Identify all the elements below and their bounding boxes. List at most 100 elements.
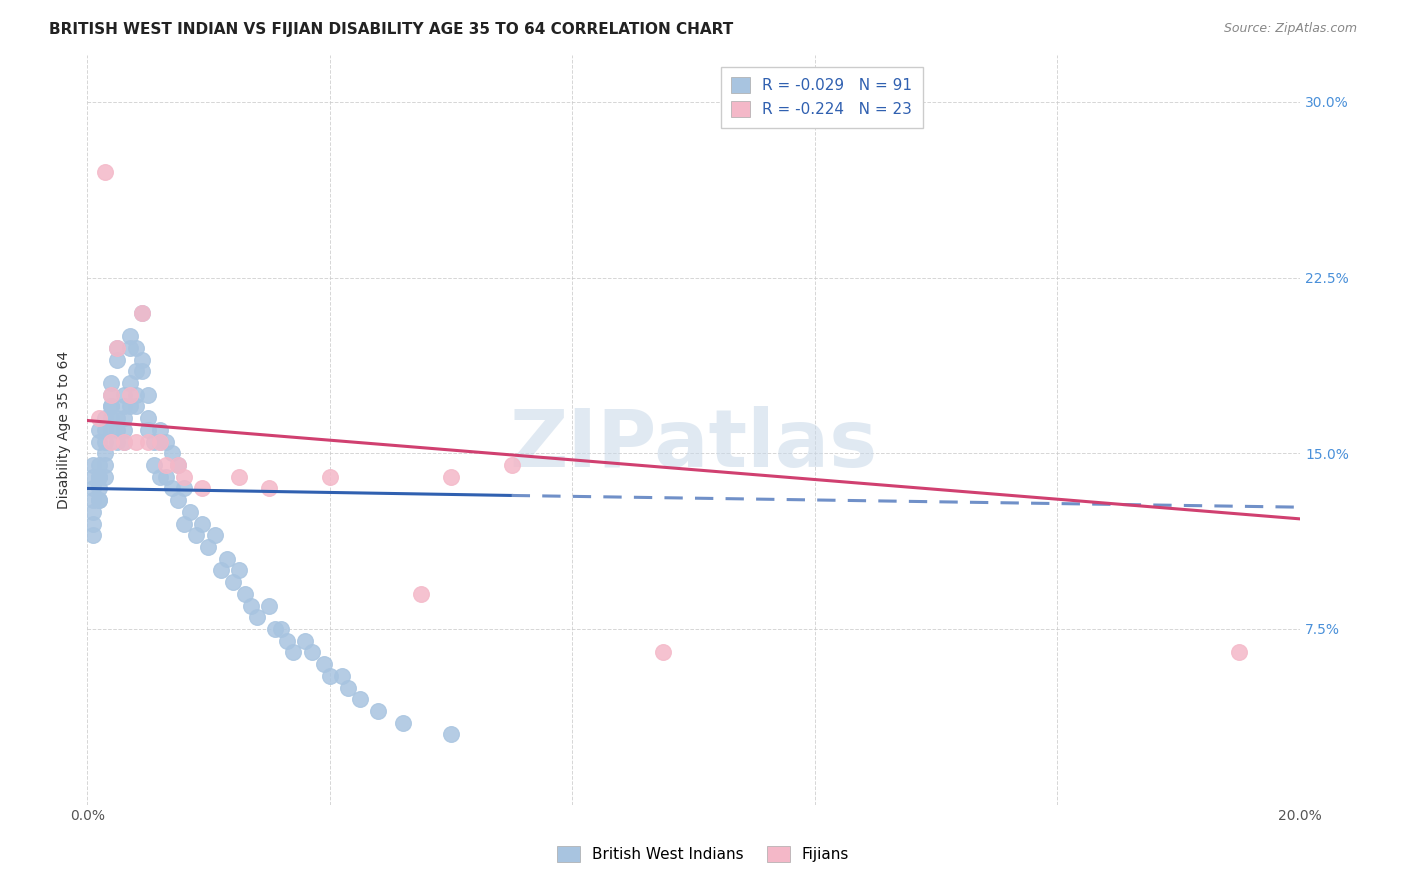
Point: [160, 446, 183, 460]
Point: [89, 493, 111, 508]
Point: [118, 329, 141, 343]
Point: [82, 469, 104, 483]
Point: [155, 434, 177, 449]
Point: [118, 376, 141, 390]
Point: [89, 423, 111, 437]
Point: [118, 388, 141, 402]
Point: [391, 715, 413, 730]
Point: [160, 482, 183, 496]
Point: [155, 458, 177, 472]
Point: [94, 434, 117, 449]
Point: [136, 434, 159, 449]
Point: [107, 352, 129, 367]
Point: [283, 645, 305, 659]
Point: [124, 400, 146, 414]
Point: [107, 341, 129, 355]
Point: [124, 388, 146, 402]
Point: [276, 633, 298, 648]
Point: [228, 469, 250, 483]
Point: [89, 458, 111, 472]
Y-axis label: Disability Age 35 to 64: Disability Age 35 to 64: [58, 351, 72, 509]
Point: [367, 704, 389, 718]
Point: [173, 482, 195, 496]
Point: [100, 376, 122, 390]
Point: [94, 469, 117, 483]
Text: ZIPatlas: ZIPatlas: [509, 406, 877, 483]
Point: [330, 669, 353, 683]
Text: Source: ZipAtlas.com: Source: ZipAtlas.com: [1223, 22, 1357, 36]
Point: [131, 352, 153, 367]
Point: [319, 469, 342, 483]
Point: [173, 469, 195, 483]
Point: [118, 400, 141, 414]
Point: [131, 364, 153, 378]
Point: [89, 469, 111, 483]
Point: [112, 434, 135, 449]
Point: [440, 469, 463, 483]
Point: [197, 540, 219, 554]
Point: [100, 388, 122, 402]
Point: [82, 493, 104, 508]
Point: [136, 423, 159, 437]
Point: [82, 482, 104, 496]
Point: [94, 411, 117, 425]
Point: [167, 458, 190, 472]
Legend: British West Indians, Fijians: British West Indians, Fijians: [551, 840, 855, 868]
Point: [112, 423, 135, 437]
Point: [89, 411, 111, 425]
Point: [112, 400, 135, 414]
Point: [270, 622, 292, 636]
Point: [1229, 645, 1251, 659]
Point: [264, 622, 287, 636]
Text: BRITISH WEST INDIAN VS FIJIAN DISABILITY AGE 35 TO 64 CORRELATION CHART: BRITISH WEST INDIAN VS FIJIAN DISABILITY…: [49, 22, 734, 37]
Point: [89, 493, 111, 508]
Legend: R = -0.029   N = 91, R = -0.224   N = 23: R = -0.029 N = 91, R = -0.224 N = 23: [720, 67, 922, 128]
Point: [149, 423, 172, 437]
Point: [131, 306, 153, 320]
Point: [209, 563, 232, 577]
Point: [89, 482, 111, 496]
Point: [100, 411, 122, 425]
Point: [124, 341, 146, 355]
Point: [204, 528, 226, 542]
Point: [191, 482, 214, 496]
Point: [312, 657, 335, 671]
Point: [82, 458, 104, 472]
Point: [89, 434, 111, 449]
Point: [215, 551, 238, 566]
Point: [107, 434, 129, 449]
Point: [149, 434, 172, 449]
Point: [112, 388, 135, 402]
Point: [136, 388, 159, 402]
Point: [149, 434, 172, 449]
Point: [301, 645, 323, 659]
Point: [239, 599, 262, 613]
Point: [179, 505, 201, 519]
Point: [440, 727, 463, 741]
Point: [294, 633, 316, 648]
Point: [233, 587, 256, 601]
Point: [94, 446, 117, 460]
Point: [107, 423, 129, 437]
Point: [246, 610, 269, 624]
Point: [149, 469, 172, 483]
Point: [82, 505, 104, 519]
Point: [89, 469, 111, 483]
Point: [142, 434, 165, 449]
Point: [100, 423, 122, 437]
Point: [94, 423, 117, 437]
Point: [257, 599, 280, 613]
Point: [257, 482, 280, 496]
Point: [336, 681, 359, 695]
Point: [319, 669, 342, 683]
Point: [107, 341, 129, 355]
Point: [228, 563, 250, 577]
Point: [124, 434, 146, 449]
Point: [167, 458, 190, 472]
Point: [100, 400, 122, 414]
Point: [100, 388, 122, 402]
Point: [82, 516, 104, 531]
Point: [94, 165, 117, 179]
Point: [652, 645, 675, 659]
Point: [173, 516, 195, 531]
